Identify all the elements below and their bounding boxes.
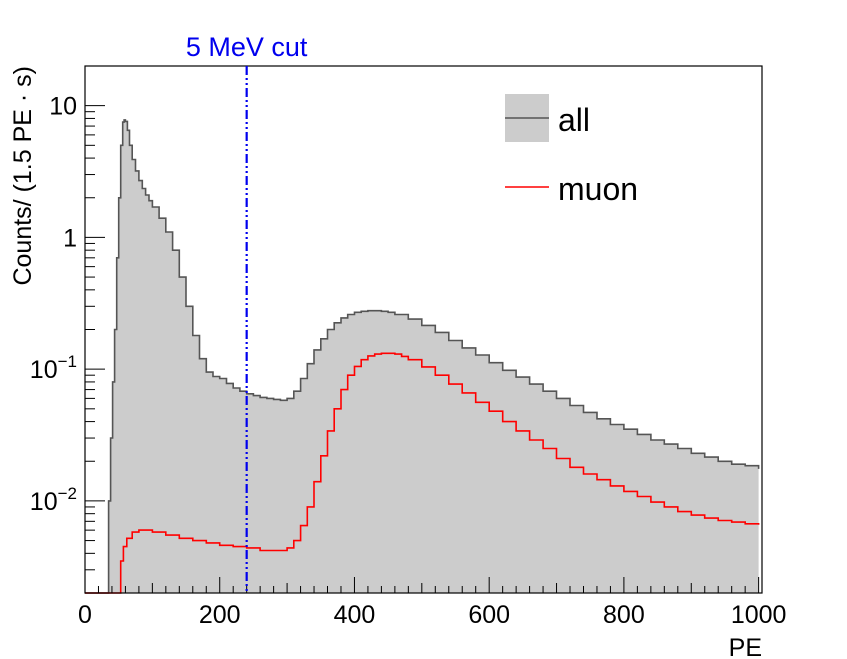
y-tick-label: 10−1 — [30, 352, 77, 384]
x-tick-label: 800 — [603, 601, 645, 629]
series-muon-line — [85, 352, 760, 594]
cut-label: 5 MeV cut — [186, 32, 308, 62]
series-all-line — [85, 119, 760, 594]
axis-ticks — [84, 65, 760, 594]
y-axis-title: Counts/ (1.5 PE · s) — [9, 66, 37, 286]
legend-label-muon: muon — [558, 171, 638, 207]
y-tick-label: 10−2 — [30, 484, 77, 516]
plot-area — [85, 119, 760, 594]
x-axis-title: PE — [729, 634, 762, 659]
x-tick-label: 0 — [78, 601, 92, 629]
tick-labels: 0 200 400 600 800 1000 10 1 10−1 10−2 — [30, 93, 787, 629]
y-tick-label: 1 — [63, 224, 77, 252]
legend-label-all: all — [558, 102, 590, 138]
x-tick-label: 600 — [468, 601, 510, 629]
x-tick-label: 1000 — [731, 601, 787, 629]
x-tick-label: 400 — [334, 601, 376, 629]
y-tick-label: 10 — [49, 93, 77, 121]
series-all-fill — [85, 119, 759, 594]
x-tick-label: 200 — [199, 601, 241, 629]
legend: all muon — [505, 94, 638, 207]
